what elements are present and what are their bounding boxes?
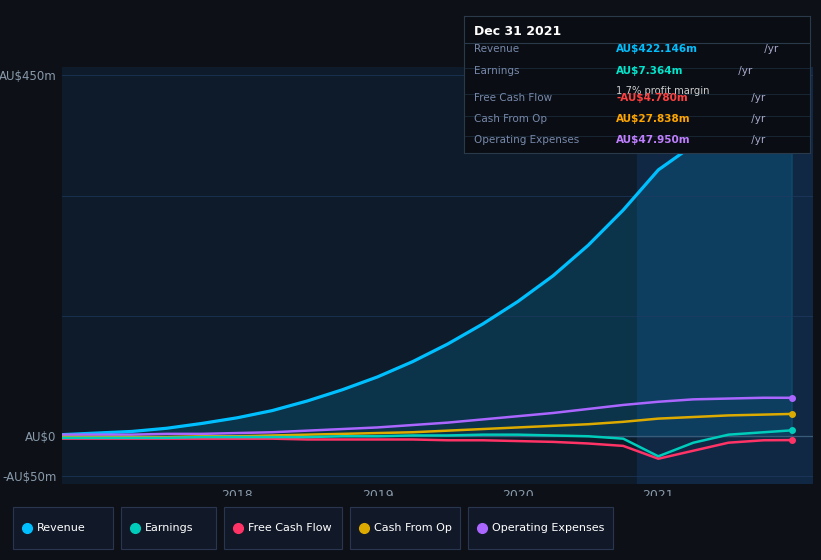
Text: AU$47.950m: AU$47.950m bbox=[617, 135, 691, 145]
Text: AU$27.838m: AU$27.838m bbox=[617, 114, 691, 124]
Text: 1.7% profit margin: 1.7% profit margin bbox=[617, 86, 710, 96]
Text: /yr: /yr bbox=[748, 92, 765, 102]
Text: Operating Expenses: Operating Expenses bbox=[475, 135, 580, 145]
FancyBboxPatch shape bbox=[350, 507, 460, 549]
Text: Free Cash Flow: Free Cash Flow bbox=[475, 92, 553, 102]
Text: AU$7.364m: AU$7.364m bbox=[617, 67, 684, 77]
FancyBboxPatch shape bbox=[468, 507, 613, 549]
Text: Cash From Op: Cash From Op bbox=[374, 523, 452, 533]
Text: AU$422.146m: AU$422.146m bbox=[617, 44, 699, 54]
Text: Revenue: Revenue bbox=[475, 44, 520, 54]
Text: Earnings: Earnings bbox=[475, 67, 520, 77]
Text: -AU$4.780m: -AU$4.780m bbox=[617, 92, 688, 102]
Text: Cash From Op: Cash From Op bbox=[475, 114, 548, 124]
Text: Free Cash Flow: Free Cash Flow bbox=[248, 523, 332, 533]
Text: Dec 31 2021: Dec 31 2021 bbox=[475, 25, 562, 38]
Text: /yr: /yr bbox=[761, 44, 778, 54]
FancyBboxPatch shape bbox=[13, 507, 113, 549]
Text: /yr: /yr bbox=[735, 67, 752, 77]
Text: /yr: /yr bbox=[748, 114, 765, 124]
Bar bbox=[637, 67, 813, 484]
Text: /yr: /yr bbox=[748, 135, 765, 145]
FancyBboxPatch shape bbox=[121, 507, 216, 549]
Text: Operating Expenses: Operating Expenses bbox=[492, 523, 604, 533]
Text: Revenue: Revenue bbox=[37, 523, 85, 533]
Text: Earnings: Earnings bbox=[145, 523, 194, 533]
FancyBboxPatch shape bbox=[224, 507, 342, 549]
